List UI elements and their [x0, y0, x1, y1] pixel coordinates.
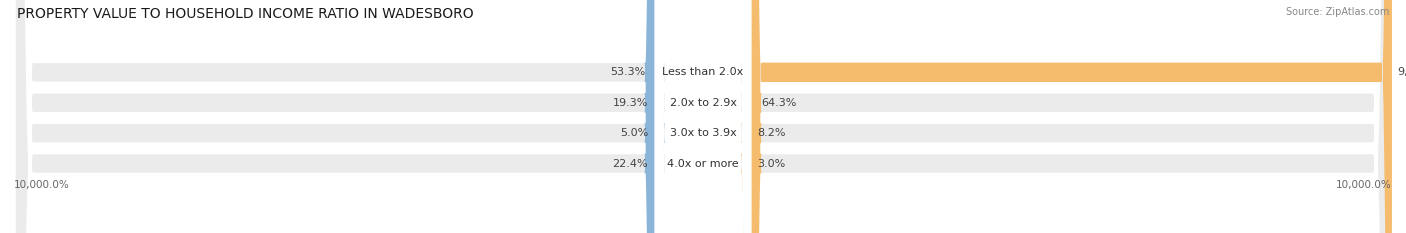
FancyBboxPatch shape: [644, 0, 664, 233]
FancyBboxPatch shape: [655, 0, 751, 233]
FancyBboxPatch shape: [14, 0, 1392, 233]
FancyBboxPatch shape: [741, 0, 762, 233]
FancyBboxPatch shape: [14, 0, 1392, 233]
FancyBboxPatch shape: [655, 0, 751, 233]
Text: 2.0x to 2.9x: 2.0x to 2.9x: [669, 98, 737, 108]
FancyBboxPatch shape: [745, 0, 762, 233]
FancyBboxPatch shape: [741, 0, 762, 233]
FancyBboxPatch shape: [751, 0, 1392, 233]
Text: Less than 2.0x: Less than 2.0x: [662, 67, 744, 77]
Text: 3.0x to 3.9x: 3.0x to 3.9x: [669, 128, 737, 138]
Text: 4.0x or more: 4.0x or more: [668, 158, 738, 168]
Text: 9,472.7%: 9,472.7%: [1398, 67, 1406, 77]
Text: 19.3%: 19.3%: [613, 98, 648, 108]
FancyBboxPatch shape: [644, 0, 664, 233]
FancyBboxPatch shape: [14, 0, 1392, 233]
FancyBboxPatch shape: [655, 0, 751, 233]
FancyBboxPatch shape: [655, 0, 751, 233]
Text: 64.3%: 64.3%: [761, 98, 797, 108]
Text: 22.4%: 22.4%: [612, 158, 648, 168]
Text: 3.0%: 3.0%: [756, 158, 785, 168]
FancyBboxPatch shape: [644, 0, 665, 233]
Text: PROPERTY VALUE TO HOUSEHOLD INCOME RATIO IN WADESBORO: PROPERTY VALUE TO HOUSEHOLD INCOME RATIO…: [17, 7, 474, 21]
Text: 10,000.0%: 10,000.0%: [1336, 180, 1392, 190]
FancyBboxPatch shape: [644, 0, 661, 233]
Text: 8.2%: 8.2%: [758, 128, 786, 138]
Text: 53.3%: 53.3%: [610, 67, 645, 77]
Text: 5.0%: 5.0%: [620, 128, 650, 138]
Legend: Without Mortgage, With Mortgage: Without Mortgage, With Mortgage: [588, 230, 818, 233]
Text: Source: ZipAtlas.com: Source: ZipAtlas.com: [1285, 7, 1389, 17]
FancyBboxPatch shape: [14, 0, 1392, 233]
Text: 10,000.0%: 10,000.0%: [14, 180, 70, 190]
